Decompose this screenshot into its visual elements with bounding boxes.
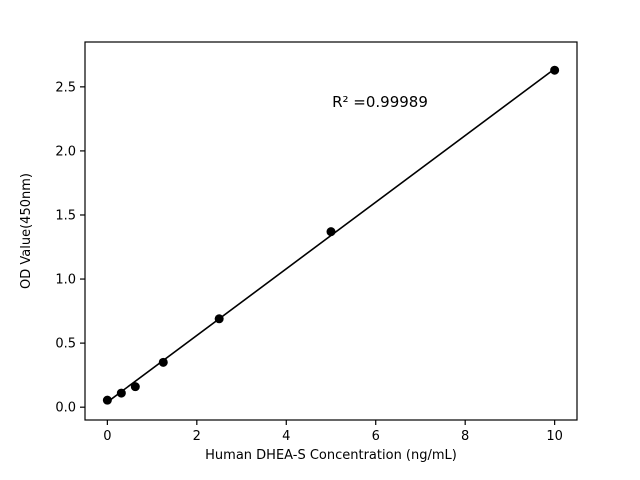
plot-area: [84, 41, 578, 421]
y-tick-label: 0.5: [55, 337, 76, 352]
x-tick-label: 10: [546, 429, 563, 444]
y-tick-label: 2.0: [55, 144, 76, 159]
y-tick-label: 1.5: [55, 208, 76, 223]
data-series: [102, 65, 560, 405]
x-tick-label: 6: [372, 429, 380, 444]
data-point: [130, 382, 140, 392]
data-point: [102, 395, 112, 405]
data-point: [158, 357, 168, 367]
data-point: [116, 388, 126, 398]
r-squared-annotation: R² =0.99989: [332, 93, 428, 111]
x-tick-label: 8: [461, 429, 469, 444]
data-point: [326, 227, 336, 237]
x-tick-label: 2: [193, 429, 201, 444]
x-tick-label: 4: [282, 429, 290, 444]
data-point: [214, 314, 224, 324]
y-axis-label: OD Value(450nm): [19, 173, 34, 289]
y-tick-label: 2.5: [55, 80, 76, 95]
axis-ticks: 0 2 4 6 8 10 0.0 0.5 1.0 1.5 2.0 2.5: [55, 80, 563, 444]
x-axis-label: Human DHEA-S Concentration (ng/mL): [205, 448, 457, 463]
x-tick-label: 0: [103, 429, 111, 444]
y-tick-label: 0.0: [55, 401, 76, 416]
data-point: [550, 65, 560, 75]
y-tick-label: 1.0: [55, 273, 76, 288]
